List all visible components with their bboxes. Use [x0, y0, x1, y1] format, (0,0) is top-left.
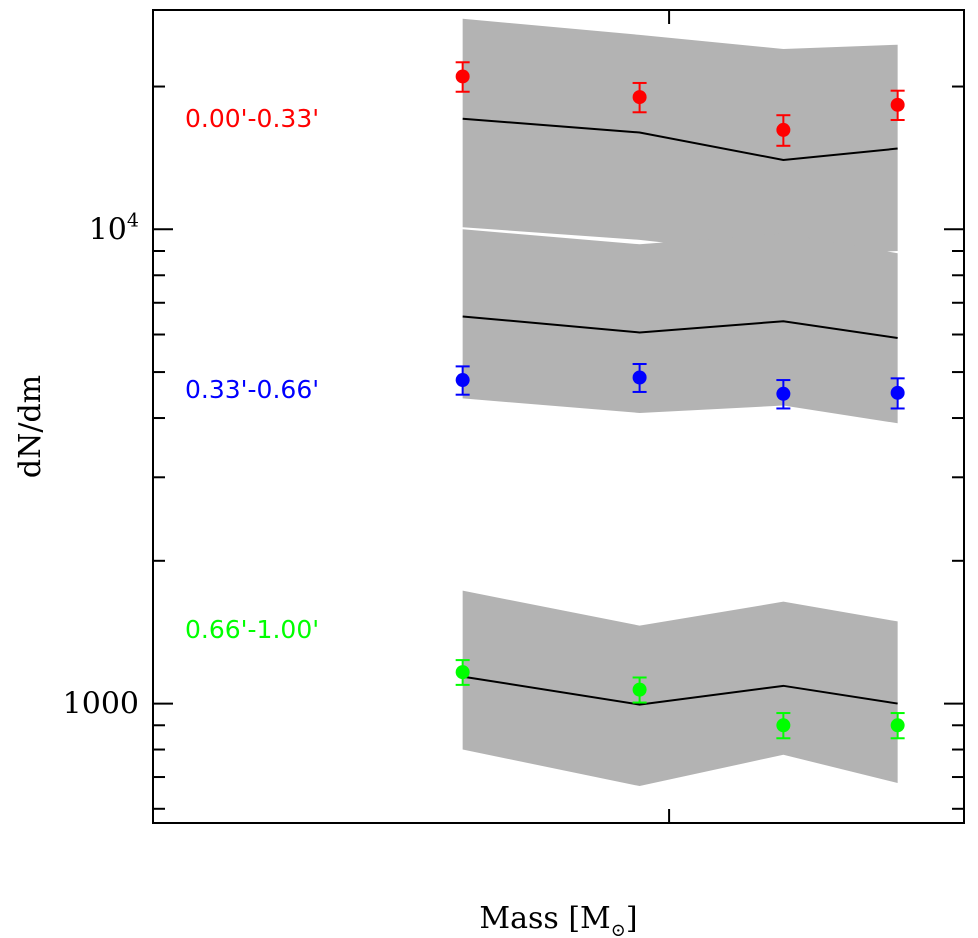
- model-line-2: [462, 675, 898, 706]
- data-point: [455, 365, 470, 396]
- series-label-0: 0.00'-0.33': [185, 104, 319, 133]
- data-point: [455, 659, 470, 686]
- point-marker: [776, 718, 791, 733]
- x-axis-label-close: ]: [626, 901, 638, 936]
- model-band-1: [462, 229, 898, 424]
- series-label-2: 0.66'-1.00': [185, 615, 319, 644]
- data-point: [776, 379, 791, 410]
- data-point: [632, 362, 647, 393]
- point-marker: [455, 373, 470, 388]
- data-point: [890, 89, 905, 122]
- data-point: [776, 712, 791, 740]
- point-marker: [632, 682, 647, 697]
- y-axis-label: dN/dm: [13, 375, 48, 478]
- y-tick-label-base: 10: [89, 212, 127, 247]
- data-point: [890, 712, 905, 740]
- y-tick-label-base: 1000: [63, 687, 139, 722]
- point-marker: [890, 718, 905, 733]
- data-point: [776, 114, 791, 147]
- plot-frame: [152, 9, 965, 824]
- data-point: [455, 61, 470, 93]
- y-tick-label: 1000: [63, 687, 139, 722]
- y-tick-label: 104: [89, 209, 139, 247]
- model-band-2: [462, 590, 898, 787]
- point-marker: [776, 122, 791, 137]
- data-point: [632, 81, 647, 114]
- model-line-0: [462, 117, 898, 162]
- point-marker: [890, 97, 905, 112]
- y-tick-label-exponent: 4: [127, 209, 139, 231]
- point-marker: [455, 665, 470, 680]
- x-axis-label-subscript: ⊙: [611, 920, 626, 938]
- point-marker: [632, 370, 647, 385]
- series-label-1: 0.33'-0.66': [185, 375, 319, 404]
- model-band-0: [462, 18, 898, 256]
- axis-ticks: [153, 10, 964, 823]
- point-marker: [632, 90, 647, 105]
- point-marker: [776, 386, 791, 401]
- model-line-1: [462, 315, 898, 339]
- data-point: [890, 377, 905, 410]
- series-labels: 0.00'-0.33' 0.33'-0.66' 0.66'-1.00': [185, 104, 319, 644]
- model-lines: [462, 117, 898, 706]
- data-points: [455, 61, 905, 740]
- model-bands: [462, 18, 898, 787]
- data-point: [632, 676, 647, 704]
- x-axis-label: Mass [M⊙]: [479, 901, 637, 938]
- point-marker: [455, 69, 470, 84]
- x-axis-label-main: Mass [M: [479, 901, 610, 936]
- point-marker: [890, 385, 905, 400]
- y-tick-labels: 1000 104: [63, 209, 139, 721]
